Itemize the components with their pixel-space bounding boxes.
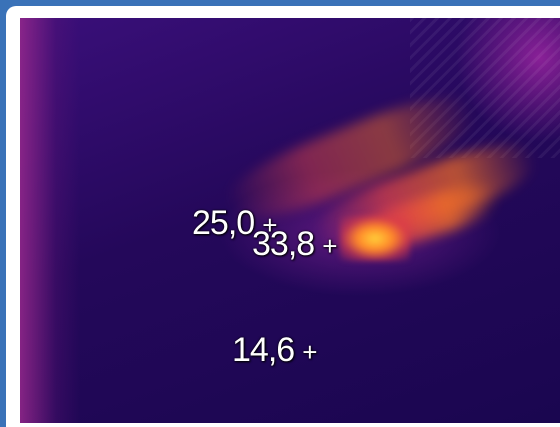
crosshair-icon: + xyxy=(262,210,277,240)
spot-marker-3[interactable]: 14,6 + xyxy=(232,331,317,370)
spot-temperature: 25,0 xyxy=(192,204,255,242)
radiator-texture xyxy=(410,18,560,158)
thermal-image: 25,0 + 33,8 + 14,6 + xyxy=(20,18,560,423)
edge-heat-gradient xyxy=(20,18,80,423)
hot-spot xyxy=(340,216,410,261)
crosshair-icon: + xyxy=(322,231,337,261)
spot-temperature: 14,6 xyxy=(232,331,295,369)
crosshair-icon: + xyxy=(302,337,317,367)
spot-marker-1[interactable]: 25,0 + xyxy=(192,204,277,243)
spot-marker-2[interactable]: 33,8 + xyxy=(252,225,337,264)
spot-temperature: 33,8 xyxy=(252,225,315,263)
